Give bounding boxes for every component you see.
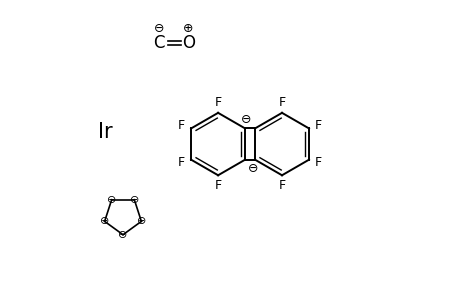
Text: ⊖: ⊖ <box>118 230 128 240</box>
Text: ⊖: ⊖ <box>100 216 109 226</box>
Text: C: C <box>152 34 164 52</box>
Text: Ir: Ir <box>98 122 112 142</box>
Text: ⊖: ⊖ <box>248 162 258 175</box>
Text: F: F <box>278 96 285 109</box>
Text: F: F <box>178 119 185 132</box>
Text: F: F <box>278 179 285 192</box>
Text: ⊖: ⊖ <box>129 195 139 205</box>
Text: F: F <box>214 179 221 192</box>
Text: F: F <box>214 96 221 109</box>
Text: F: F <box>314 156 321 169</box>
Text: O: O <box>181 34 195 52</box>
Text: F: F <box>314 119 321 132</box>
Text: ⊖: ⊖ <box>107 195 116 205</box>
Text: ⊖: ⊖ <box>136 216 146 226</box>
Text: ⊕: ⊕ <box>183 22 193 35</box>
Text: ⊖: ⊖ <box>241 113 252 126</box>
Text: F: F <box>178 156 185 169</box>
Text: ⊖: ⊖ <box>153 22 163 35</box>
